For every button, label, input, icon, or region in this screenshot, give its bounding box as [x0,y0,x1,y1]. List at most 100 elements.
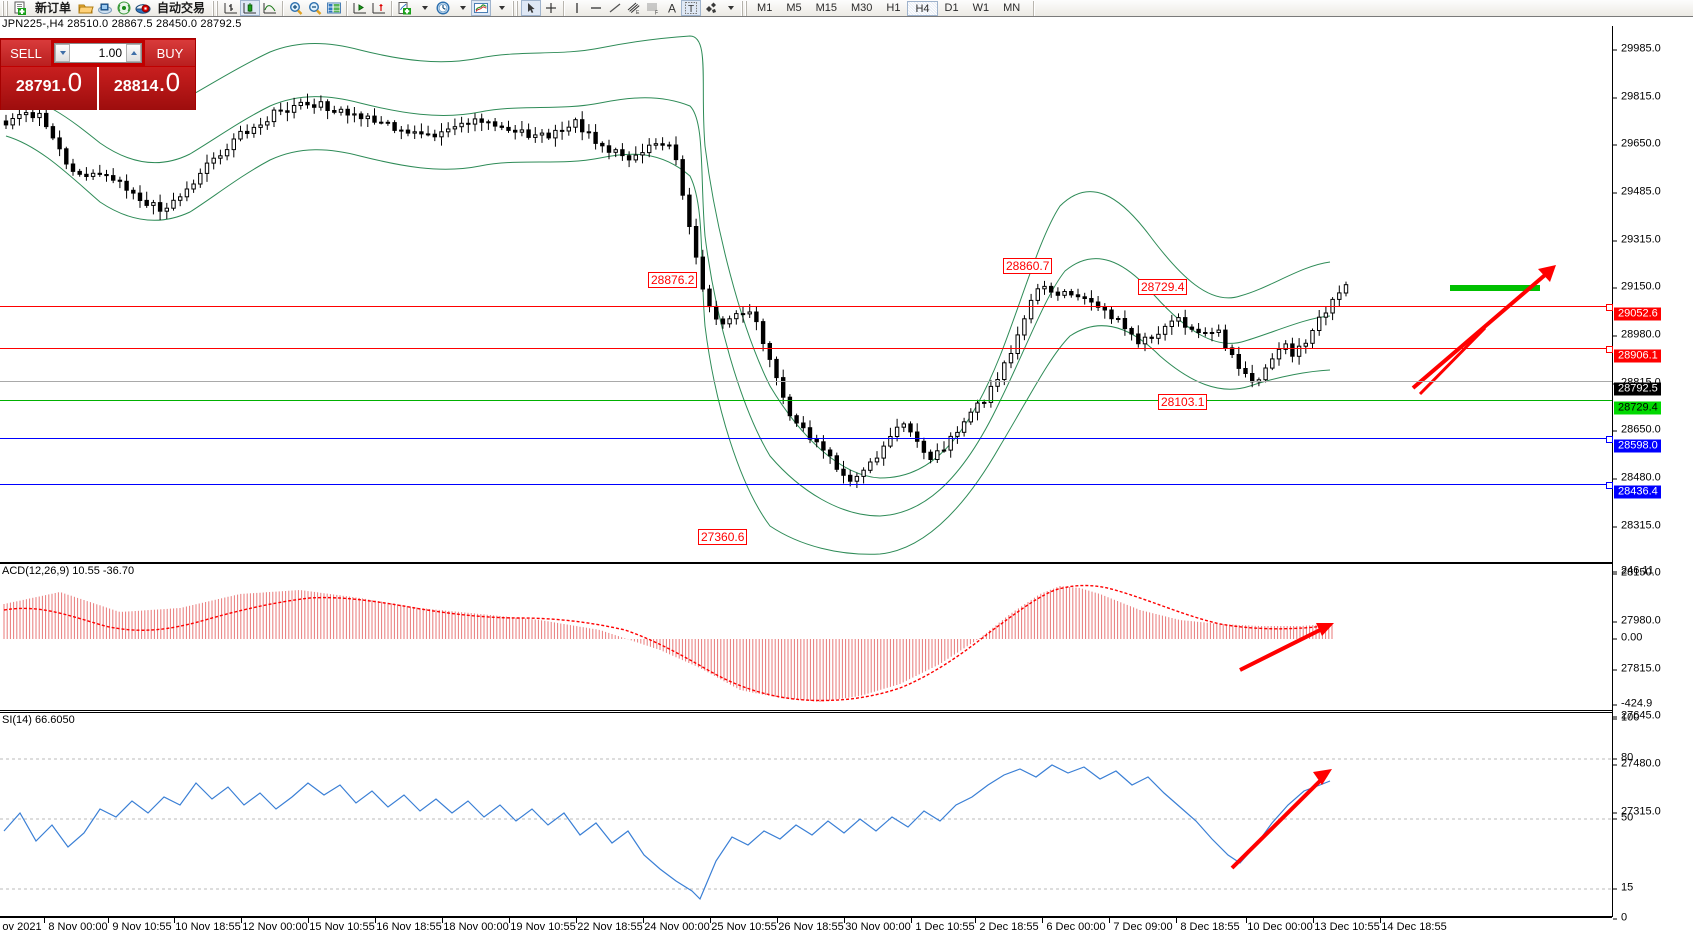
equidistant-channel-icon[interactable]: E [624,0,643,16]
support-line-28598[interactable] [0,436,1613,443]
signal-icon[interactable] [114,0,133,16]
rsi-tick-0: 100 [1613,712,1639,724]
buy-price[interactable]: 28814 .0 [97,67,195,110]
timeframe-d1[interactable]: D1 [944,1,959,14]
resistance-line-28906[interactable] [0,346,1613,353]
price-tick-15: 27480.0 [1613,758,1661,770]
grid-icon[interactable] [324,0,343,16]
publish-icon[interactable] [95,0,114,16]
price-tick-14: 27645.0 [1613,710,1661,722]
price-level-29052.6[interactable]: 29052.6 [1614,307,1661,321]
time-label-15: 2 Dec 18:55 [979,921,1039,933]
macd-pane[interactable]: ACD(12,26,9) 10.55 -36.70 [0,563,1612,711]
toolbar-grip-4[interactable] [741,0,749,16]
support-line-28436[interactable] [0,482,1613,489]
objects-icon[interactable] [701,0,720,16]
price-tick-13: 27815.0 [1613,663,1661,675]
hline-icon[interactable] [586,0,605,16]
price-tick-6: 28980.0 [1613,329,1661,341]
time-label-17: 7 Dec 09:00 [1113,921,1173,933]
bar-chart-icon[interactable] [221,0,240,16]
time-label-14: 1 Dec 10:55 [915,921,975,933]
time-tick-3 [174,918,175,923]
timeframe-m5[interactable]: M5 [786,1,802,14]
annotation-28860[interactable]: 28860.7 [1003,258,1053,274]
time-axis[interactable]: ov 2021 8 Nov 00:00 9 Nov 10:55 10 Nov 18:5… [0,917,1612,939]
annotation-28103[interactable]: 28103.1 [1158,394,1208,410]
cursor-icon[interactable] [521,0,542,16]
volume-increment-button[interactable] [126,44,141,62]
time-tick-19 [1246,918,1247,923]
timeframe-h1[interactable]: H1 [886,1,901,14]
toolbar-grip[interactable] [2,0,9,16]
timeframe-mn[interactable]: MN [1003,1,1021,14]
annotation-28876[interactable]: 28876.2 [648,272,698,288]
price-level-28598.0[interactable]: 28598.0 [1614,439,1661,453]
line-chart-icon[interactable] [260,0,279,16]
price-scale[interactable]: 29985.0 29815.0 29650.0 29485.0 29315.0 29150… [1612,26,1693,923]
time-label-13: 30 Nov 00:00 [845,921,911,933]
timeframe-m30[interactable]: M30 [851,1,873,14]
period-icon[interactable] [433,0,452,16]
toolbar-grip-2[interactable] [212,0,220,16]
macd-label: ACD(12,26,9) 10.55 -36.70 [2,565,135,577]
buy-button[interactable]: BUY [145,40,195,66]
time-tick-7 [442,918,443,923]
timeframe-m15[interactable]: M15 [815,1,837,14]
sell-price[interactable]: 28791 .0 [1,67,97,110]
price-level-28792.5[interactable]: 28792.5 [1614,382,1661,396]
current-price-line [0,381,1612,382]
annotation-27360[interactable]: 27360.6 [698,529,748,545]
zoom-out-icon[interactable] [305,0,324,16]
volume-input[interactable]: 1.00 [98,46,122,60]
vline-icon[interactable] [567,0,586,16]
new-order-icon[interactable] [11,0,30,16]
sell-button[interactable]: SELL [1,40,51,66]
time-tick-15 [975,918,976,923]
chart-area[interactable]: JPN225-,H4 28510.0 28867.5 28450.0 28792… [0,18,1693,939]
sell-price-dec: .0 [60,67,83,97]
rsi-tick-1: 80 [1613,752,1633,764]
price-tick-10: 28315.0 [1613,520,1661,532]
toolbar-grip-3[interactable] [512,0,520,16]
timeframe-h4[interactable]: H4 [907,0,938,16]
shift-end-icon[interactable] [369,0,388,16]
resistance-line-29052[interactable] [0,304,1613,311]
text-icon[interactable]: A [662,0,681,16]
auto-trading-icon[interactable] [133,0,152,16]
time-tick-14 [911,918,912,923]
zoom-in-icon[interactable] [286,0,305,16]
price-level-28729.4[interactable]: 28729.4 [1614,401,1661,415]
time-label-7: 18 Nov 00:00 [443,921,509,933]
price-tick-0: 29985.0 [1613,43,1661,55]
time-label-5: 15 Nov 10:55 [309,921,375,933]
templates-icon[interactable] [471,0,492,16]
candlestick-chart-icon[interactable] [240,0,261,16]
indicators-icon[interactable] [395,0,414,16]
price-level-28906.1[interactable]: 28906.1 [1614,349,1661,363]
trendline-icon[interactable] [605,0,624,16]
folder-icon[interactable] [76,0,95,16]
volume-decrement-button[interactable] [55,44,70,62]
fibonacci-icon[interactable]: F [643,0,662,16]
one-click-trading-panel[interactable]: SELL 1.00 BUY 28791 .0 28814 .0 [0,38,196,110]
objects-dropdown[interactable] [720,0,739,16]
time-tick-4 [241,918,242,923]
crosshair-icon[interactable] [541,0,560,16]
new-order-label[interactable]: 新订单 [35,0,72,15]
timeframe-w1[interactable]: W1 [972,1,990,14]
target-line-28729[interactable] [0,400,1612,401]
annotation-28729[interactable]: 28729.4 [1138,279,1188,295]
period-dropdown[interactable] [452,0,471,16]
rsi-tick-3: 15 [1613,882,1633,894]
volume-stepper[interactable]: 1.00 [54,43,142,63]
shift-start-icon[interactable] [350,0,369,16]
timeframe-m1[interactable]: M1 [757,1,773,14]
price-level-28436.4[interactable]: 28436.4 [1614,485,1661,499]
auto-trading-label[interactable]: 自动交易 [157,0,206,15]
indicators-dropdown[interactable] [414,0,433,16]
rsi-pane[interactable]: SI(14) 66.6050 [0,712,1612,917]
templates-dropdown[interactable] [491,0,510,16]
price-pane[interactable]: 28876.2 28860.7 28729.4 28103.1 27360.6 [0,26,1613,563]
label-icon[interactable]: T [681,0,702,16]
